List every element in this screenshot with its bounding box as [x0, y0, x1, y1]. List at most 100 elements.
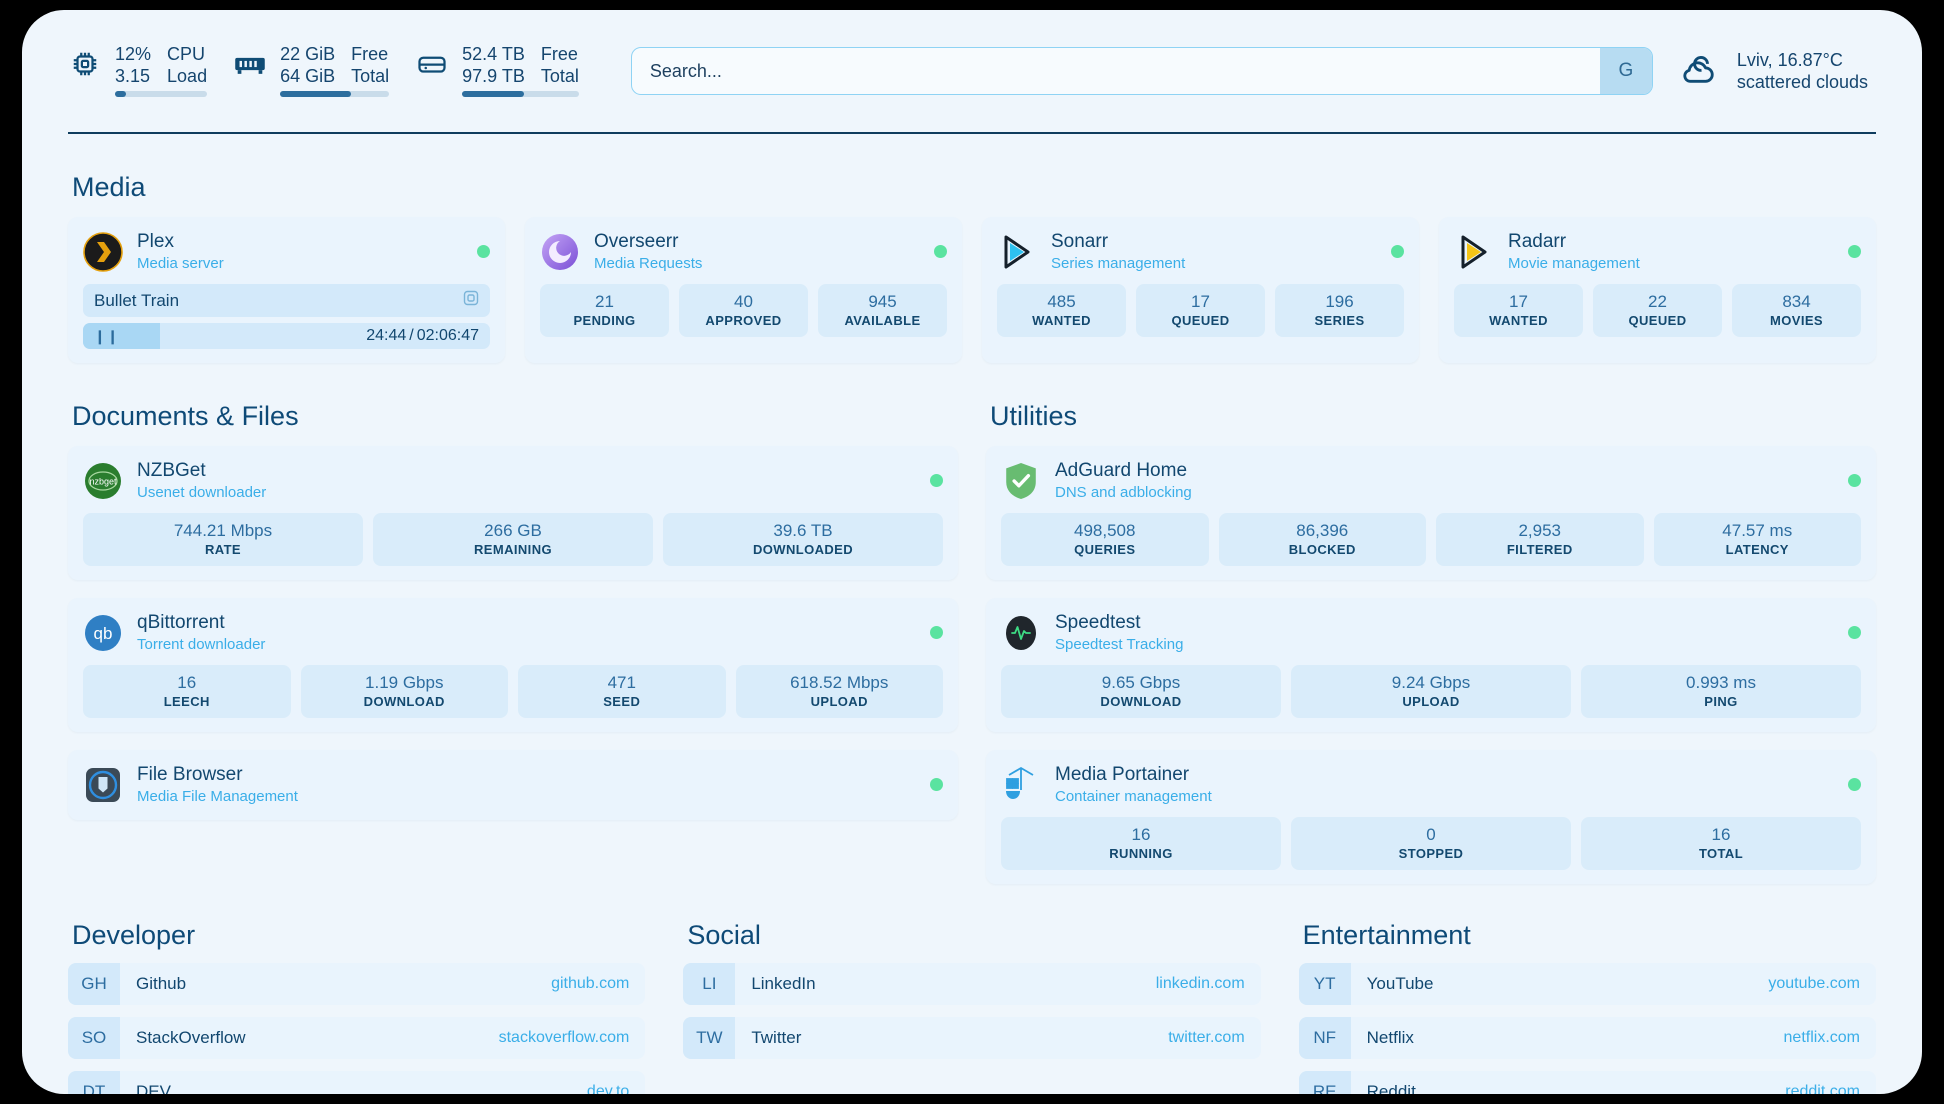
memory-meter-fill — [280, 90, 351, 97]
card-speedtest[interactable]: Speedtest Speedtest Tracking 9.65 Gbps D… — [986, 598, 1876, 732]
app-name: NZBGet — [137, 460, 206, 481]
weather-location-temp: Lviv, 16.87°C — [1736, 50, 1843, 70]
section-title-media: Media — [72, 172, 146, 202]
stat-value: 0.993 ms — [1686, 673, 1756, 692]
app-name: Plex — [137, 231, 174, 252]
app-description: Movie management — [1508, 255, 1640, 272]
bookmark-group-title: Entertainment — [1302, 920, 1471, 950]
bookmark-name: Reddit — [1366, 1082, 1416, 1094]
stat-tile: 39.6 TB DOWNLOADED — [663, 513, 943, 566]
stat-value: 9.65 Gbps — [1101, 673, 1181, 692]
card-file-browser[interactable]: File Browser Media File Management — [68, 750, 958, 820]
documents-cards: nzbget NZBGet Usenet downloader 74 — [68, 446, 958, 820]
stat-value: 834 — [1782, 292, 1811, 311]
app-description: Media Requests — [594, 255, 703, 272]
bookmark-badge: SO — [68, 1017, 120, 1059]
memory-meter — [280, 90, 390, 97]
status-indicator — [930, 474, 943, 487]
stat-disk: 52.4 TB 97.9 TB Free Total — [415, 44, 579, 99]
search-submit-button[interactable]: G — [1599, 48, 1652, 94]
stat-tile: 40 APPROVED — [679, 284, 808, 337]
card-radarr[interactable]: Radarr Movie management 17 WANTED 22 QUE… — [1439, 217, 1876, 363]
stat-label: WANTED — [1489, 313, 1548, 328]
bookmark-badge: TW — [683, 1017, 736, 1059]
bookmark-item-youtube[interactable]: YT YouTube youtube.com — [1298, 963, 1876, 1005]
card-overseerr[interactable]: Overseerr Media Requests 21 PENDING 40 A… — [525, 217, 962, 363]
stats-row: 498,508 QUERIES 86,396 BLOCKED 2,953 FIL… — [1001, 513, 1861, 566]
portainer-icon — [1001, 765, 1041, 805]
bookmark-badge: LI — [683, 963, 736, 1005]
stat-label: AVAILABLE — [844, 313, 921, 328]
stat-value: 86,396 — [1296, 521, 1349, 540]
stat-tile: 834 MOVIES — [1732, 284, 1861, 337]
cpu-label-top: CPU — [167, 43, 206, 64]
stat-label: PENDING — [573, 313, 636, 328]
card-sonarr[interactable]: Sonarr Series management 485 WANTED 17 Q… — [982, 217, 1419, 363]
search-area: G — [605, 47, 1679, 95]
stats-row: 21 PENDING 40 APPROVED 945 AVAILABLE — [540, 284, 947, 337]
disk-label-top: Free — [540, 43, 578, 64]
stat-label: LEECH — [163, 694, 210, 709]
stat-tile: 22 QUEUED — [1593, 284, 1722, 337]
app-description: DNS and adblocking — [1055, 484, 1192, 501]
bookmark-item-linkedin[interactable]: LI LinkedIn linkedin.com — [683, 963, 1261, 1005]
bookmark-name: DEV — [136, 1082, 171, 1094]
filebrowser-icon — [83, 765, 123, 805]
stat-tile: 0.993 ms PING — [1581, 665, 1861, 718]
now-playing-title-row: Bullet Train — [83, 284, 490, 317]
stat-value: 1.19 Gbps — [365, 673, 444, 692]
search-input[interactable] — [631, 60, 1600, 82]
card-adguard-home[interactable]: AdGuard Home DNS and adblocking 498,508 … — [986, 446, 1876, 580]
status-indicator — [930, 778, 943, 791]
status-indicator — [477, 245, 490, 258]
bookmark-item-reddit[interactable]: RE Reddit reddit.com — [1298, 1071, 1876, 1094]
stats-row: 16 LEECH 1.19 Gbps DOWNLOAD 471 SEED — [83, 665, 943, 718]
card-nzbget[interactable]: nzbget NZBGet Usenet downloader 74 — [68, 446, 958, 580]
now-playing-title: Bullet Train — [94, 290, 180, 310]
bookmark-item-netflix[interactable]: NF Netflix netflix.com — [1298, 1017, 1876, 1059]
app-name: Radarr — [1508, 231, 1567, 252]
stat-label: UPLOAD — [1402, 694, 1460, 709]
memory-total-value: 64 GiB — [280, 65, 336, 86]
app-description: Container management — [1055, 788, 1212, 805]
stat-label: REMAINING — [474, 542, 552, 557]
stat-label: LATENCY — [1725, 542, 1789, 557]
stat-label: SEED — [603, 694, 641, 709]
pause-icon[interactable]: ❙❙ — [94, 327, 120, 344]
stat-value: 16 — [1711, 825, 1731, 844]
stat-value: 0 — [1426, 825, 1436, 844]
stat-tile: 16 TOTAL — [1581, 817, 1861, 870]
card-plex[interactable]: Plex Media server Bullet Train — [68, 217, 505, 363]
stats-row: 744.21 Mbps RATE 266 GB REMAINING 39.6 T… — [83, 513, 943, 566]
media-cards: Plex Media server Bullet Train — [68, 217, 1876, 363]
stat-tile: 17 QUEUED — [1136, 284, 1265, 337]
bookmark-item-twitter[interactable]: TW Twitter twitter.com — [683, 1017, 1261, 1059]
status-indicator — [1848, 245, 1861, 258]
cast-icon[interactable] — [463, 290, 479, 311]
bookmark-item-stackoverflow[interactable]: SO StackOverflow stackoverflow.com — [68, 1017, 646, 1059]
stat-label: DOWNLOAD — [1100, 694, 1182, 709]
playback-progress-bar[interactable]: ❙❙ 24:44/02:06:47 — [83, 323, 490, 349]
stat-tile: 945 AVAILABLE — [818, 284, 947, 337]
stat-tile: 17 WANTED — [1454, 284, 1583, 337]
playback-time: 24:44/02:06:47 — [366, 327, 479, 344]
bookmark-name: YouTube — [1366, 974, 1434, 993]
stat-tile: 0 STOPPED — [1291, 817, 1571, 870]
stat-label: DOWNLOADED — [752, 542, 854, 557]
bookmark-item-github[interactable]: GH Github github.com — [68, 963, 646, 1005]
stat-label: STOPPED — [1398, 846, 1464, 861]
stat-label: QUEUED — [1628, 313, 1687, 328]
bookmark-item-dev[interactable]: DT DEV dev.to — [68, 1071, 646, 1094]
stat-label: FILTERED — [1506, 542, 1573, 557]
stat-label: TOTAL — [1698, 846, 1744, 861]
playback-progress-fill — [83, 323, 161, 349]
disk-total-value: 97.9 TB — [462, 65, 525, 86]
stat-tile: 196 SERIES — [1275, 284, 1404, 337]
overseerr-icon — [540, 232, 580, 272]
card-qbittorrent[interactable]: qb qBittorrent Torrent downloader — [68, 598, 958, 732]
search-box[interactable]: G — [630, 47, 1653, 95]
card-media-portainer[interactable]: Media Portainer Container management 16 … — [986, 750, 1876, 884]
memory-free-value: 22 GiB — [280, 43, 336, 64]
plex-icon — [83, 231, 123, 272]
bookmark-badge: DT — [68, 1071, 120, 1094]
